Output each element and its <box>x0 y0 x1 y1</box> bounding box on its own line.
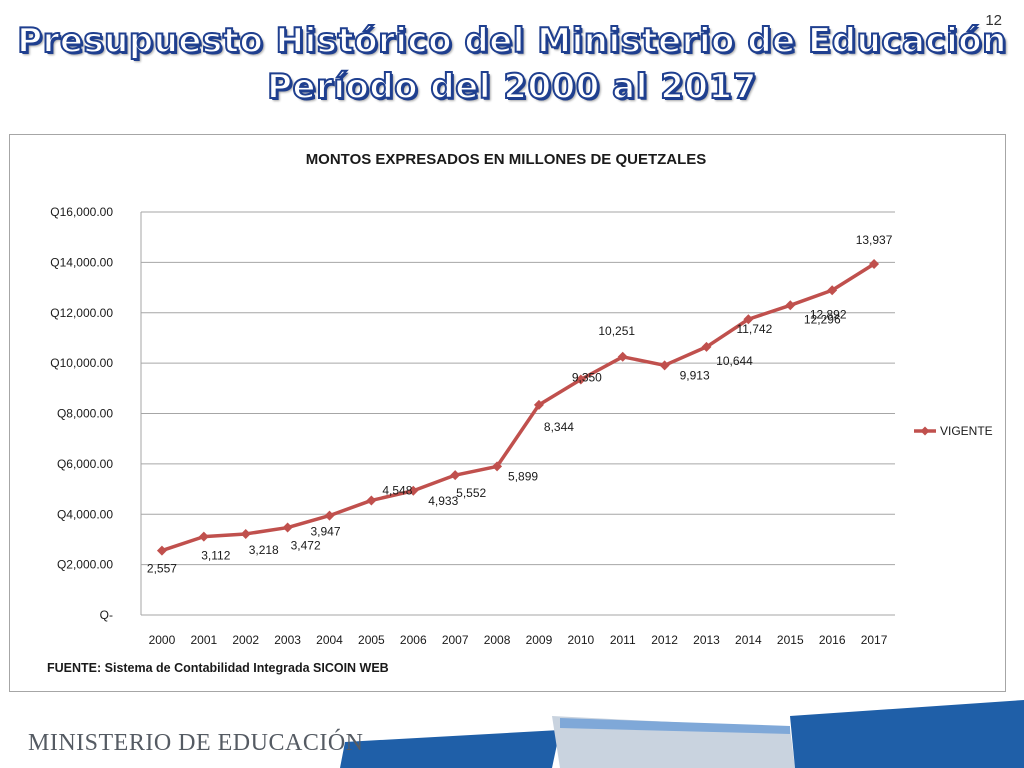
data-label: 5,899 <box>508 469 538 483</box>
y-tick-label: Q2,000.00 <box>57 558 113 572</box>
series-line <box>161 262 875 553</box>
data-label: 10,251 <box>598 324 635 338</box>
x-tick-label: 2013 <box>693 633 720 647</box>
data-point-marker <box>701 341 712 352</box>
data-label: 12,296 <box>804 312 841 326</box>
data-label: 4,548 <box>382 483 412 497</box>
data-label: 9,350 <box>572 370 602 384</box>
y-tick-label: Q- <box>100 608 113 622</box>
data-label: 13,937 <box>856 233 893 247</box>
slide-title: Presupuesto Histórico del Ministerio de … <box>0 18 1024 110</box>
data-point-marker <box>198 531 209 542</box>
data-point-marker <box>617 351 628 362</box>
y-tick-label: Q4,000.00 <box>57 507 113 521</box>
footer-band-left <box>340 730 560 768</box>
legend: VIGENTE <box>914 424 993 438</box>
y-tick-label: Q8,000.00 <box>57 407 113 421</box>
data-point-marker <box>743 314 754 325</box>
line-chart: MONTOS EXPRESADOS EN MILLONES DE QUETZAL… <box>50 151 993 647</box>
source-note: FUENTE: Sistema de Contabilidad Integrad… <box>47 661 389 675</box>
data-label: 8,344 <box>544 420 574 434</box>
x-tick-label: 2008 <box>484 633 511 647</box>
x-tick-label: 2009 <box>526 633 553 647</box>
slide-title-line-2: Período del 2000 al 2017 <box>266 66 757 108</box>
data-point-marker <box>366 495 377 506</box>
x-tick-label: 2007 <box>442 633 469 647</box>
data-point-marker <box>492 461 503 472</box>
data-label: 4,933 <box>428 494 458 508</box>
x-tick-label: 2012 <box>651 633 678 647</box>
slide-title-line-1: Presupuesto Histórico del Ministerio de … <box>16 20 1007 62</box>
x-tick-label: 2004 <box>316 633 343 647</box>
data-point-marker <box>156 545 167 556</box>
x-tick-label: 2017 <box>861 633 888 647</box>
x-tick-label: 2000 <box>149 633 176 647</box>
x-tick-label: 2015 <box>777 633 804 647</box>
data-point-marker <box>827 285 838 296</box>
series-vigente <box>156 258 880 556</box>
data-label: 9,913 <box>680 368 710 382</box>
data-label: 3,112 <box>201 549 230 563</box>
x-tick-label: 2003 <box>274 633 301 647</box>
data-point-marker <box>282 522 293 533</box>
data-label: 3,472 <box>291 539 321 553</box>
data-point-marker <box>785 300 796 311</box>
data-label: 3,947 <box>310 525 340 539</box>
y-tick-label: Q10,000.00 <box>50 356 113 370</box>
x-axis-tick-labels: 2000 2001 2002 2003 2004 2005 2006 2007 2008 2009… <box>149 633 888 647</box>
data-label: 10,644 <box>716 354 753 368</box>
data-label: 5,552 <box>456 486 486 500</box>
footer-band-highlight <box>560 718 790 734</box>
data-point-marker <box>240 528 251 539</box>
data-label: 12,892 <box>810 307 847 321</box>
data-point-marker <box>575 374 586 385</box>
footer-band-middle <box>552 716 795 768</box>
data-point-marker <box>450 470 461 481</box>
x-tick-label: 2016 <box>819 633 846 647</box>
slide-number: 12 <box>985 12 1002 29</box>
data-label: 2,557 <box>147 562 177 576</box>
data-label: 3,218 <box>249 543 279 557</box>
legend-marker <box>920 426 930 436</box>
x-tick-label: 2014 <box>735 633 762 647</box>
chart-container: MONTOS EXPRESADOS EN MILLONES DE QUETZAL… <box>9 134 1006 692</box>
legend-label: VIGENTE <box>940 424 993 438</box>
x-tick-label: 2010 <box>567 633 594 647</box>
data-point-marker <box>324 510 335 521</box>
x-tick-label: 2006 <box>400 633 427 647</box>
data-point-marker <box>869 258 880 269</box>
y-axis-tick-labels: Q- Q2,000.00 Q4,000.00 Q6,000.00 Q8,000.00 Q1… <box>50 205 113 622</box>
x-tick-label: 2011 <box>610 633 636 647</box>
x-tick-label: 2001 <box>190 633 217 647</box>
data-point-marker <box>659 360 670 371</box>
y-tick-label: Q16,000.00 <box>50 205 113 219</box>
chart-title: MONTOS EXPRESADOS EN MILLONES DE QUETZAL… <box>306 151 707 168</box>
footer-band-right <box>790 700 1024 768</box>
x-tick-label: 2002 <box>232 633 259 647</box>
data-point-marker <box>408 485 419 496</box>
y-tick-label: Q12,000.00 <box>50 306 113 320</box>
data-point-marker <box>533 399 544 410</box>
data-label: 11,742 <box>736 322 772 336</box>
ministry-logo-text: MINISTERIO DE EDUCACIÓN <box>28 730 364 756</box>
x-tick-label: 2005 <box>358 633 385 647</box>
y-tick-label: Q6,000.00 <box>57 457 113 471</box>
y-tick-label: Q14,000.00 <box>50 255 113 269</box>
